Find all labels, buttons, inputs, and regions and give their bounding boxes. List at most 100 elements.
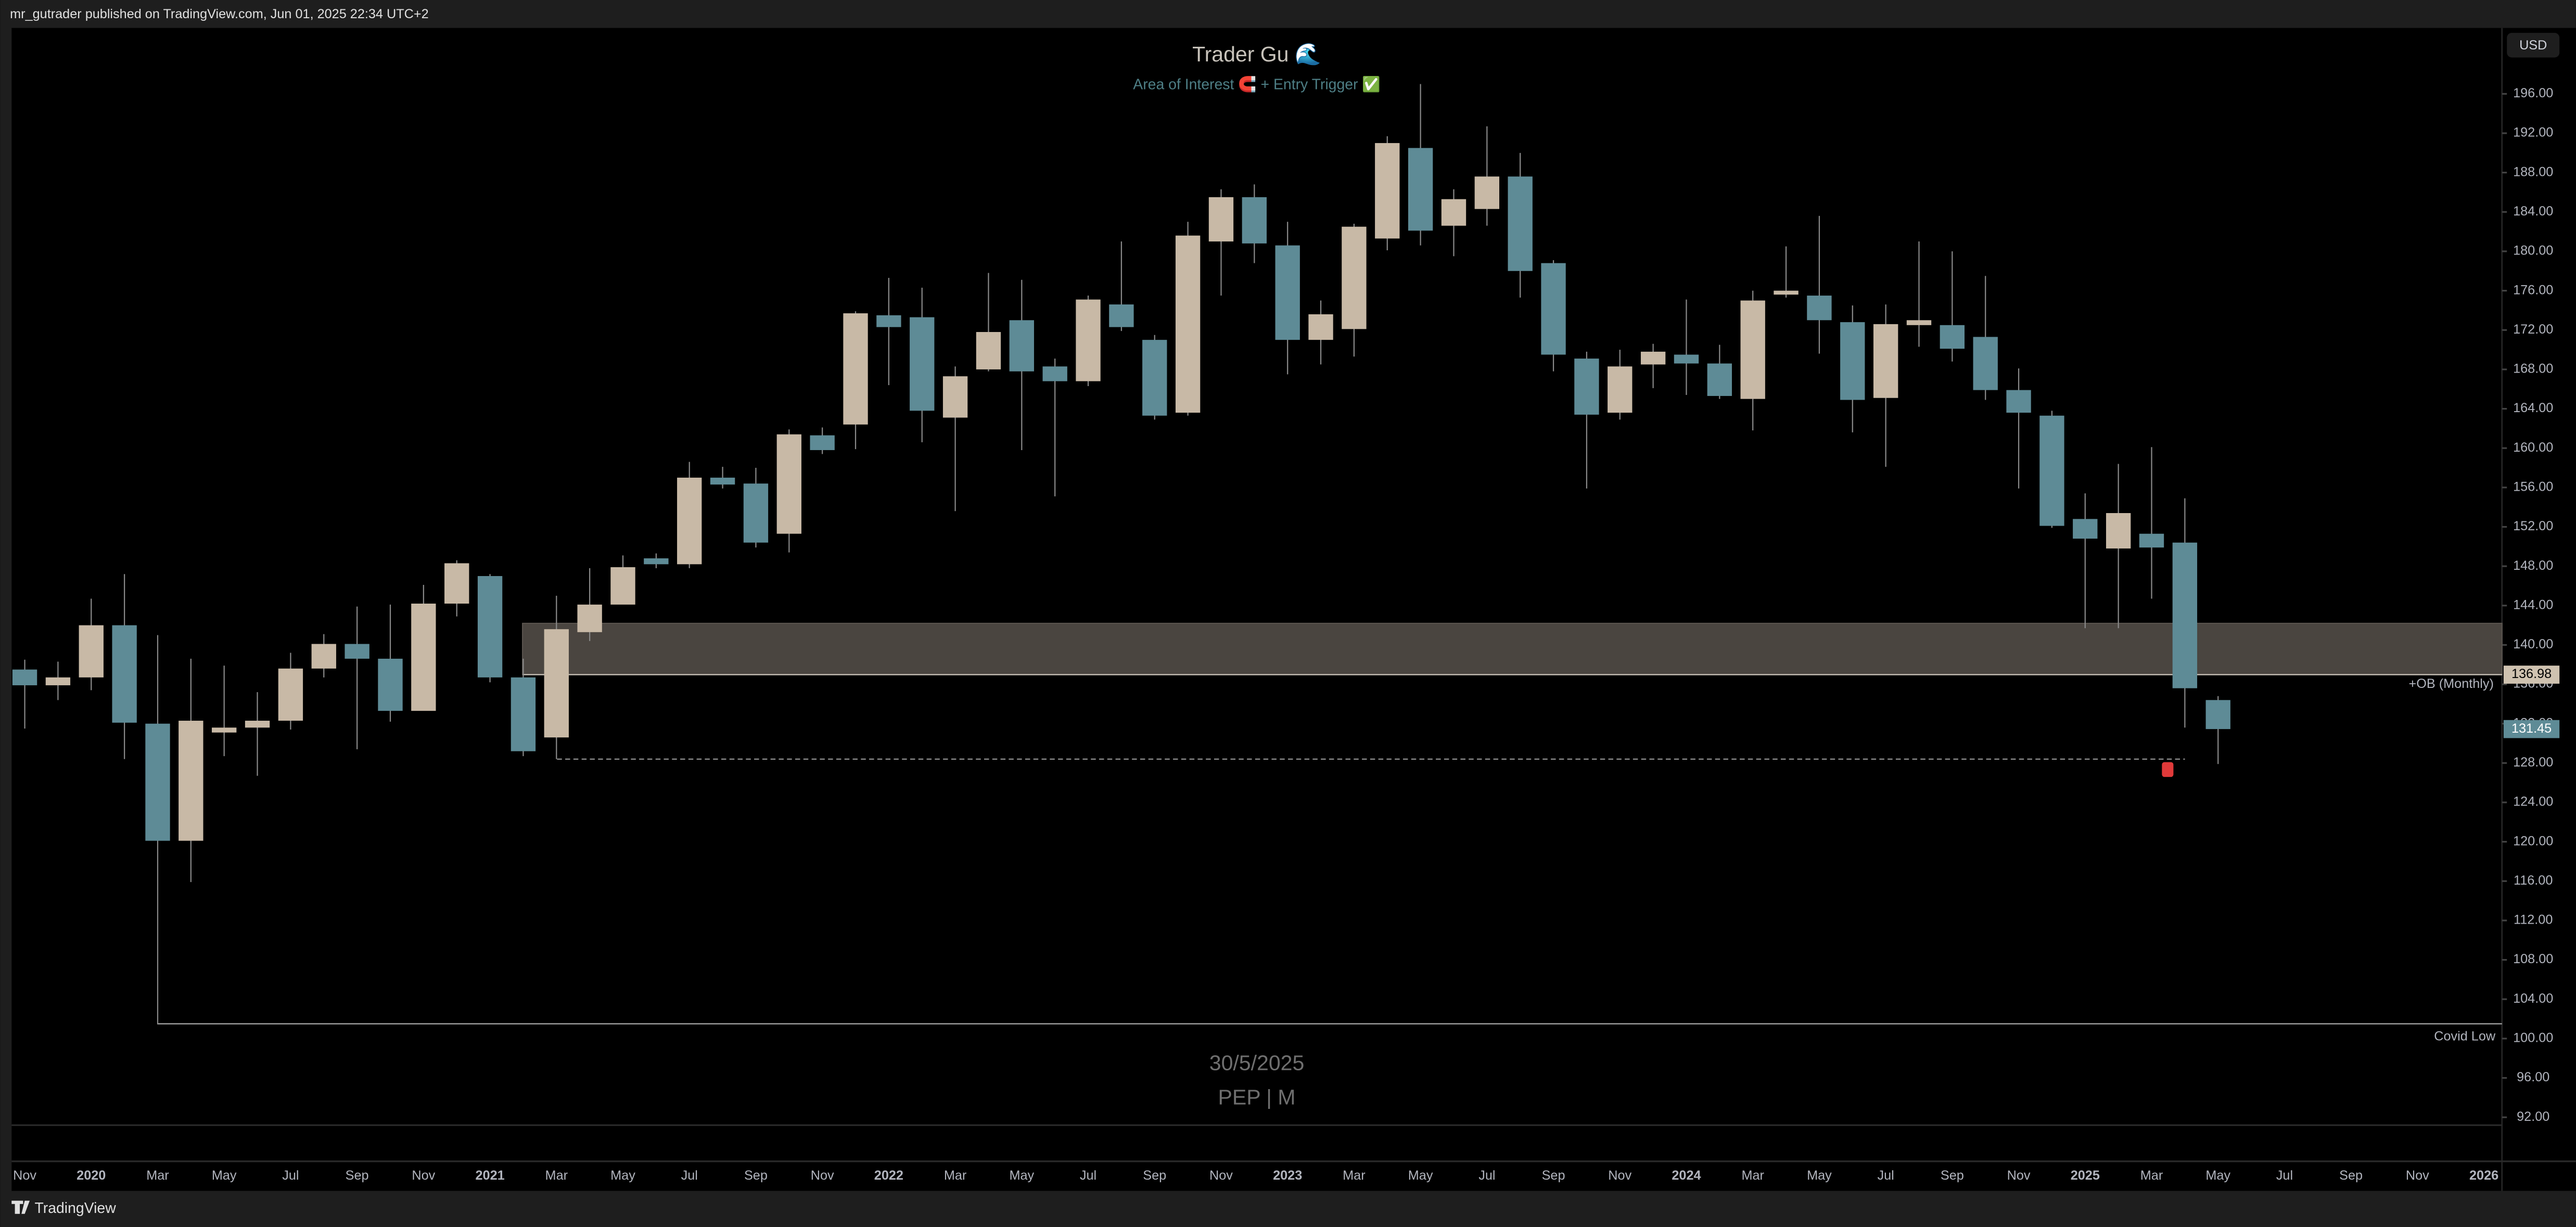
x-tick-label: 2024 bbox=[1672, 1168, 1701, 1183]
y-tick-label: 144.00 bbox=[2513, 597, 2553, 612]
candle-body bbox=[1608, 366, 1633, 413]
candle-body bbox=[1640, 351, 1666, 365]
candle-body bbox=[1774, 290, 1799, 295]
candle-body bbox=[2106, 513, 2131, 549]
candle-body bbox=[910, 317, 935, 411]
x-tick-label: Jul bbox=[1080, 1168, 1096, 1183]
candle-body bbox=[743, 483, 769, 543]
candle-body bbox=[1541, 263, 1566, 355]
x-tick-label: Nov bbox=[412, 1168, 435, 1183]
candle-body bbox=[1109, 304, 1134, 327]
x-tick-label: Sep bbox=[2339, 1168, 2363, 1183]
x-tick-label: May bbox=[2205, 1168, 2230, 1183]
candle-body bbox=[2006, 390, 2031, 413]
candle-body bbox=[411, 603, 436, 711]
candle-body bbox=[145, 723, 170, 841]
candle-body bbox=[245, 721, 270, 728]
x-tick-label: Sep bbox=[346, 1168, 369, 1183]
y-tick-label: 92.00 bbox=[2517, 1109, 2549, 1124]
y-tick-label: 172.00 bbox=[2513, 322, 2553, 337]
x-tick-label: Mar bbox=[545, 1168, 568, 1183]
candle-body bbox=[1308, 314, 1333, 340]
x-tick-label: 2023 bbox=[1273, 1168, 1302, 1183]
currency[interactable]: USD bbox=[2519, 38, 2547, 53]
x-tick-label: Nov bbox=[2406, 1168, 2429, 1183]
y-tick-label: 108.00 bbox=[2513, 952, 2553, 966]
candle-body bbox=[577, 604, 602, 632]
y-tick-label: 152.00 bbox=[2513, 519, 2553, 533]
x-tick-label: Jul bbox=[1877, 1168, 1894, 1183]
candle-body bbox=[1275, 245, 1300, 340]
date-label: 30/5/2025 bbox=[1209, 1051, 1304, 1075]
footer: TradingView bbox=[34, 1200, 116, 1217]
publish-header: mr_gutrader published on TradingView.com… bbox=[10, 7, 429, 21]
x-tick-label: Jul bbox=[2276, 1168, 2293, 1183]
candle-body bbox=[2139, 533, 2164, 548]
order-block-zone bbox=[522, 622, 2503, 675]
y-tick-label: 156.00 bbox=[2513, 479, 2553, 494]
x-tick-label: Sep bbox=[1542, 1168, 1565, 1183]
candle-body bbox=[311, 644, 336, 669]
candle-body bbox=[677, 477, 702, 565]
x-tick-label: Nov bbox=[1209, 1168, 1233, 1183]
x-tick-label: 2026 bbox=[2469, 1168, 2498, 1183]
candle-body bbox=[776, 434, 801, 534]
candle-body bbox=[1142, 340, 1167, 416]
last-price-tag bbox=[2503, 720, 2560, 738]
candle-body bbox=[1508, 176, 1533, 271]
candle-body bbox=[610, 567, 635, 605]
candle-body bbox=[378, 658, 403, 711]
zone-price-tag bbox=[2503, 666, 2560, 684]
candle-body bbox=[278, 668, 303, 721]
candle-body bbox=[1076, 299, 1101, 381]
y-tick-label: 176.00 bbox=[2513, 283, 2553, 297]
y-tick-label: 188.00 bbox=[2513, 164, 2553, 179]
x-tick-label: Mar bbox=[1741, 1168, 1764, 1183]
x-tick-label: Jul bbox=[681, 1168, 698, 1183]
x-tick-label: Nov bbox=[811, 1168, 834, 1183]
candle-body bbox=[1807, 296, 1832, 321]
alert-icon bbox=[2162, 762, 2174, 777]
zone-label: +OB (Monthly) bbox=[2408, 676, 2493, 691]
candle-body bbox=[1375, 143, 1400, 239]
y-tick-label: 120.00 bbox=[2513, 834, 2553, 848]
currency-button[interactable] bbox=[2507, 33, 2560, 58]
x-tick-label: Sep bbox=[1941, 1168, 1964, 1183]
candle-body bbox=[1906, 320, 1932, 325]
y-tick-label: 180.00 bbox=[2513, 244, 2553, 258]
y-tick-label: 140.00 bbox=[2513, 637, 2553, 651]
candle-body bbox=[212, 727, 237, 733]
candle-body bbox=[810, 435, 835, 450]
candle-body bbox=[2073, 519, 2098, 539]
candle-body bbox=[112, 625, 137, 723]
y-tick-label: 96.00 bbox=[2517, 1070, 2549, 1084]
x-tick-label: Nov bbox=[2007, 1168, 2031, 1183]
x-tick-label: 2021 bbox=[475, 1168, 504, 1183]
x-tick-label: Mar bbox=[146, 1168, 169, 1183]
x-tick-label: Sep bbox=[1143, 1168, 1166, 1183]
y-tick-label: 128.00 bbox=[2513, 755, 2553, 770]
candle-body bbox=[1674, 354, 1699, 364]
candle-body bbox=[942, 376, 968, 418]
candle-body bbox=[2039, 415, 2064, 526]
candle-body bbox=[1009, 320, 1034, 372]
y-tick-label: 160.00 bbox=[2513, 440, 2553, 455]
symbol-label: PEP | M bbox=[1218, 1085, 1296, 1109]
candle-body bbox=[12, 669, 37, 685]
x-tick-label: Mar bbox=[1343, 1168, 1366, 1183]
covid-low-label: Covid Low bbox=[2434, 1029, 2496, 1043]
candle-body bbox=[1574, 359, 1599, 415]
y-tick-label: 112.00 bbox=[2514, 913, 2553, 927]
candle-body bbox=[178, 721, 203, 841]
candle-body bbox=[1940, 325, 1965, 349]
x-tick-label: Mar bbox=[2140, 1168, 2163, 1183]
x-tick-label: May bbox=[212, 1168, 237, 1183]
chart-title: Trader Gu 🌊 bbox=[1192, 42, 1321, 66]
candle-body bbox=[1707, 363, 1732, 396]
candle-body bbox=[843, 313, 868, 425]
x-tick-label: May bbox=[1408, 1168, 1433, 1183]
y-tick-label: 196.00 bbox=[2513, 86, 2553, 100]
x-tick-label: Nov bbox=[13, 1168, 36, 1183]
y-tick-label: 104.00 bbox=[2513, 991, 2553, 1006]
